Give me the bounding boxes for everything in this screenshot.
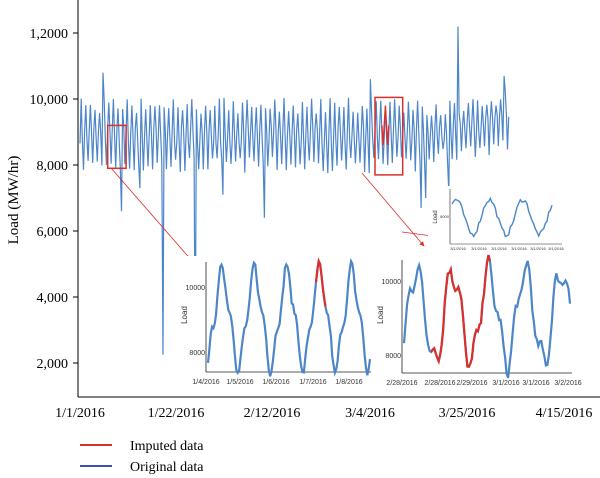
inset-2-imputed-series <box>430 254 492 368</box>
inset-2-x-tick: 2/29/2016 <box>456 380 487 387</box>
y-tick-marks <box>73 32 78 364</box>
legend-label-original: Original data <box>130 460 204 475</box>
y-tick-label: 10,000 <box>30 93 69 108</box>
inset-2-x-tick: 3/2/2016 <box>554 380 581 387</box>
connector-arrow <box>110 167 201 271</box>
y-tick-label: 2,000 <box>37 357 69 372</box>
connector-arrow <box>361 172 425 247</box>
highlight-box <box>106 124 127 170</box>
inset-3-x-tick: 3/1/2016 <box>491 246 507 251</box>
inset-3-x-tick: 3/1/2016 <box>511 246 527 251</box>
inset-2: Load 8000 10000 2/28/2016 2/28/2016 2/29… <box>376 254 582 394</box>
inset-3-x-tick: 3/1/2016 <box>548 246 564 251</box>
inset-1-x-tick: 1/5/2016 <box>226 379 253 386</box>
x-tick-label: 3/4/2016 <box>345 406 395 421</box>
y-tick-label: 4,000 <box>37 291 69 306</box>
legend: Imputed data Original data <box>80 439 204 475</box>
x-tick-label: 1/22/2016 <box>148 406 205 421</box>
inset-1: Load 8000 10000 1/4/2016 1/5/2016 1/6/20… <box>180 256 373 394</box>
series-imputed-data <box>381 105 390 146</box>
y-tick-label: 8,000 <box>37 159 69 174</box>
inset-3-x-tick: 3/1/2016 <box>450 246 466 251</box>
x-tick-label: 2/12/2016 <box>244 406 301 421</box>
x-tick-label: 3/25/2016 <box>439 406 496 421</box>
x-ticks: 1/1/2016 1/22/2016 2/12/2016 3/4/2016 3/… <box>55 406 592 421</box>
inset-1-x-tick: 1/8/2016 <box>335 379 362 386</box>
inset-1-x-tick: 1/6/2016 <box>262 379 289 386</box>
legend-label-imputed: Imputed data <box>130 439 204 454</box>
y-axis-label: Load (MW/hr) <box>6 156 22 245</box>
inset-2-y-tick: 10000 <box>382 279 402 286</box>
y-tick-label: 1,2000 <box>30 27 69 42</box>
inset-1-y-tick: 8000 <box>189 350 205 357</box>
highlight-box <box>374 96 404 176</box>
x-tick-label: 1/1/2016 <box>55 406 105 421</box>
inset-3-x-tick: 3/1/2016 <box>530 246 546 251</box>
inset-3: Load 8000 3/1/2016 3/1/2016 3/1/2016 3/1… <box>428 186 566 251</box>
inset-1-y-tick: 10000 <box>186 285 206 292</box>
inset-3-original-series <box>451 196 553 238</box>
inset-2-ylabel: Load <box>376 306 385 324</box>
inset-1-imputed-series <box>314 257 327 307</box>
series-original-data <box>79 26 510 368</box>
x-tick-label: 4/15/2016 <box>536 406 593 421</box>
inset-2-x-tick: 2/28/2016 <box>424 380 455 387</box>
inset-1-original-series <box>206 257 372 377</box>
inset-2-y-tick: 8000 <box>385 353 401 360</box>
y-tick-label: 6,000 <box>37 225 69 240</box>
inset-2-x-tick: 2/28/2016 <box>386 380 417 387</box>
inset-1-ylabel: Load <box>180 306 189 324</box>
inset-2-x-tick: 3/1/2016 <box>522 380 549 387</box>
inset-1-x-tick: 1/7/2016 <box>299 379 326 386</box>
inset-3-ylabel: Load <box>433 210 439 223</box>
y-ticks: 2,000 4,000 6,000 8,000 10,000 1,2000 <box>30 27 69 372</box>
inset-1-x-tick: 1/4/2016 <box>192 379 219 386</box>
inset-2-x-tick: 3/1/2016 <box>492 380 519 387</box>
inset-3-x-tick: 3/1/2016 <box>471 246 487 251</box>
inset-3-y-tick: 8000 <box>440 214 450 219</box>
